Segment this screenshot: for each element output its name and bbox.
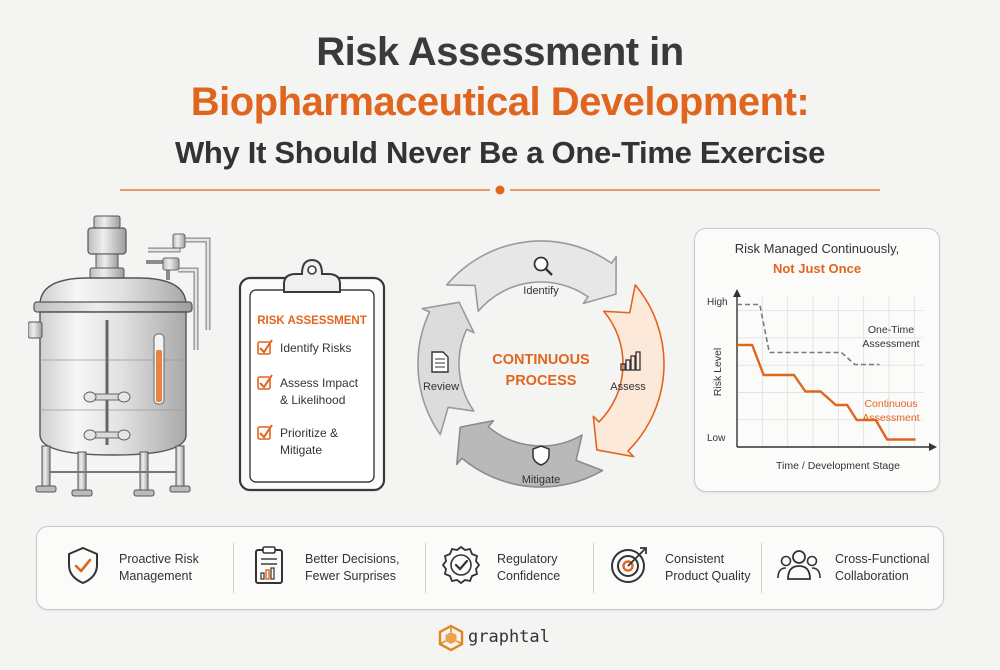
- graphtal-logo-icon: [438, 624, 464, 652]
- benefit-label-line: Regulatory: [497, 552, 558, 566]
- bioreactor-illustration: [28, 215, 211, 497]
- report-clipboard-icon: [255, 546, 283, 584]
- cycle-arrow-assess: [592, 284, 665, 458]
- cycle-arrow-mitigate: [455, 419, 604, 488]
- benefit-label-line: Better Decisions,: [305, 552, 400, 566]
- cycle-step-label: Mitigate: [522, 474, 561, 486]
- benefit-label-line: Cross-Functional: [835, 552, 930, 566]
- series-line-continuous: [737, 343, 916, 441]
- benefit-item: Proactive Risk Management: [61, 527, 231, 609]
- checklist-item-text: Prioritize &: [280, 426, 338, 440]
- y-axis-arrow-icon: [733, 289, 741, 297]
- chart-grid: [737, 297, 923, 447]
- magnifier-icon: [533, 256, 553, 276]
- cycle-step-label: Review: [423, 381, 459, 393]
- y-axis-label: Risk Level: [712, 348, 724, 396]
- team-icon: [777, 550, 821, 580]
- series-label-one-time: One-Time Assessment: [862, 324, 919, 350]
- checklist-item: Identify Risks: [257, 339, 351, 355]
- award-badge-icon: [441, 545, 481, 585]
- bar-chart-icon: [620, 351, 641, 371]
- risk-assessment-clipboard: RISK ASSESSMENT Identify Risks Assess Imp…: [238, 258, 386, 492]
- y-tick-low: Low: [707, 433, 726, 444]
- benefit-label-line: Management: [119, 569, 192, 583]
- checklist-item-text: Identify Risks: [280, 341, 351, 355]
- series-label-continuous: Continuous Assessment: [862, 398, 919, 424]
- benefit-label: Cross-Functional Collaboration: [835, 551, 929, 585]
- chart-title: Risk Managed Continuously,: [734, 241, 900, 256]
- shield-icon: [532, 445, 550, 466]
- checkbox-checked-icon: [257, 374, 273, 390]
- benefit-divider: [761, 543, 762, 593]
- continuous-process-cycle: CONTINUOUS PROCESS Identify Assess Mitigat…: [417, 240, 665, 488]
- shield-check-icon: [68, 546, 98, 585]
- y-tick-high: High: [707, 297, 728, 308]
- benefit-label-line: Confidence: [497, 569, 561, 583]
- checklist-item: Assess Impact & Likelihood: [257, 374, 359, 407]
- benefit-item: Consistent Product Quality: [607, 527, 777, 609]
- benefit-divider: [425, 543, 426, 593]
- x-axis-label: Time / Development Stage: [776, 460, 900, 472]
- benefit-label-line: Fewer Surprises: [305, 569, 396, 583]
- benefit-label: Proactive Risk Management: [119, 551, 199, 585]
- series-line-one-time: [737, 303, 880, 366]
- benefit-label-line: Proactive Risk: [119, 552, 199, 566]
- title-line-1: Risk Assessment in: [316, 30, 684, 74]
- clipboard-heading: RISK ASSESSMENT: [257, 315, 366, 327]
- checkbox-checked-icon: [257, 424, 273, 440]
- cycle-center-line-1: CONTINUOUS: [492, 352, 590, 368]
- benefit-item: Regulatory Confidence: [439, 527, 609, 609]
- benefit-label: Regulatory Confidence: [497, 551, 560, 585]
- cycle-arrow-identify: [445, 240, 617, 313]
- brand-name: graphtal: [468, 627, 550, 647]
- benefits-bar: Proactive Risk Management Better Decision…: [36, 526, 944, 610]
- benefit-label-line: Consistent: [665, 552, 725, 566]
- benefit-label: Better Decisions, Fewer Surprises: [305, 551, 399, 585]
- checkbox-checked-icon: [257, 339, 273, 355]
- checklist-item-text: & Likelihood: [280, 393, 345, 407]
- checklist-item-text: Assess Impact: [280, 376, 359, 390]
- risk-level-chart: Low High Risk Level Time / Development Stag…: [707, 289, 937, 472]
- checklist-item: Prioritize & Mitigate: [257, 424, 338, 457]
- benefit-label-line: Product Quality: [665, 569, 751, 583]
- title-line-2: Biopharmaceutical Development:: [190, 80, 810, 124]
- benefit-label-line: Collaboration: [835, 569, 909, 583]
- benefit-label: Consistent Product Quality: [665, 551, 750, 585]
- benefit-item: Cross-Functional Collaboration: [777, 527, 947, 609]
- cycle-center-line-2: PROCESS: [506, 373, 577, 389]
- benefit-divider: [233, 543, 234, 593]
- x-axis-arrow-icon: [929, 443, 937, 451]
- risk-chart-card: Risk Managed Continuously, Not Just Once…: [694, 228, 940, 492]
- checklist-item-text: Mitigate: [280, 443, 322, 457]
- benefit-divider: [593, 543, 594, 593]
- title-line-3: Why It Should Never Be a One-Time Exerci…: [174, 135, 826, 170]
- benefit-item: Better Decisions, Fewer Surprises: [247, 527, 417, 609]
- cycle-step-label: Identify: [523, 285, 559, 297]
- document-icon: [431, 351, 449, 373]
- target-icon: [611, 547, 647, 583]
- title-divider: [120, 185, 880, 195]
- cycle-step-label: Assess: [610, 381, 646, 393]
- chart-subtitle: Not Just Once: [772, 261, 862, 276]
